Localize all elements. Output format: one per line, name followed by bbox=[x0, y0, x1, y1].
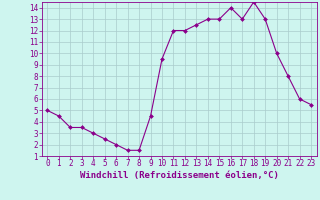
X-axis label: Windchill (Refroidissement éolien,°C): Windchill (Refroidissement éolien,°C) bbox=[80, 171, 279, 180]
